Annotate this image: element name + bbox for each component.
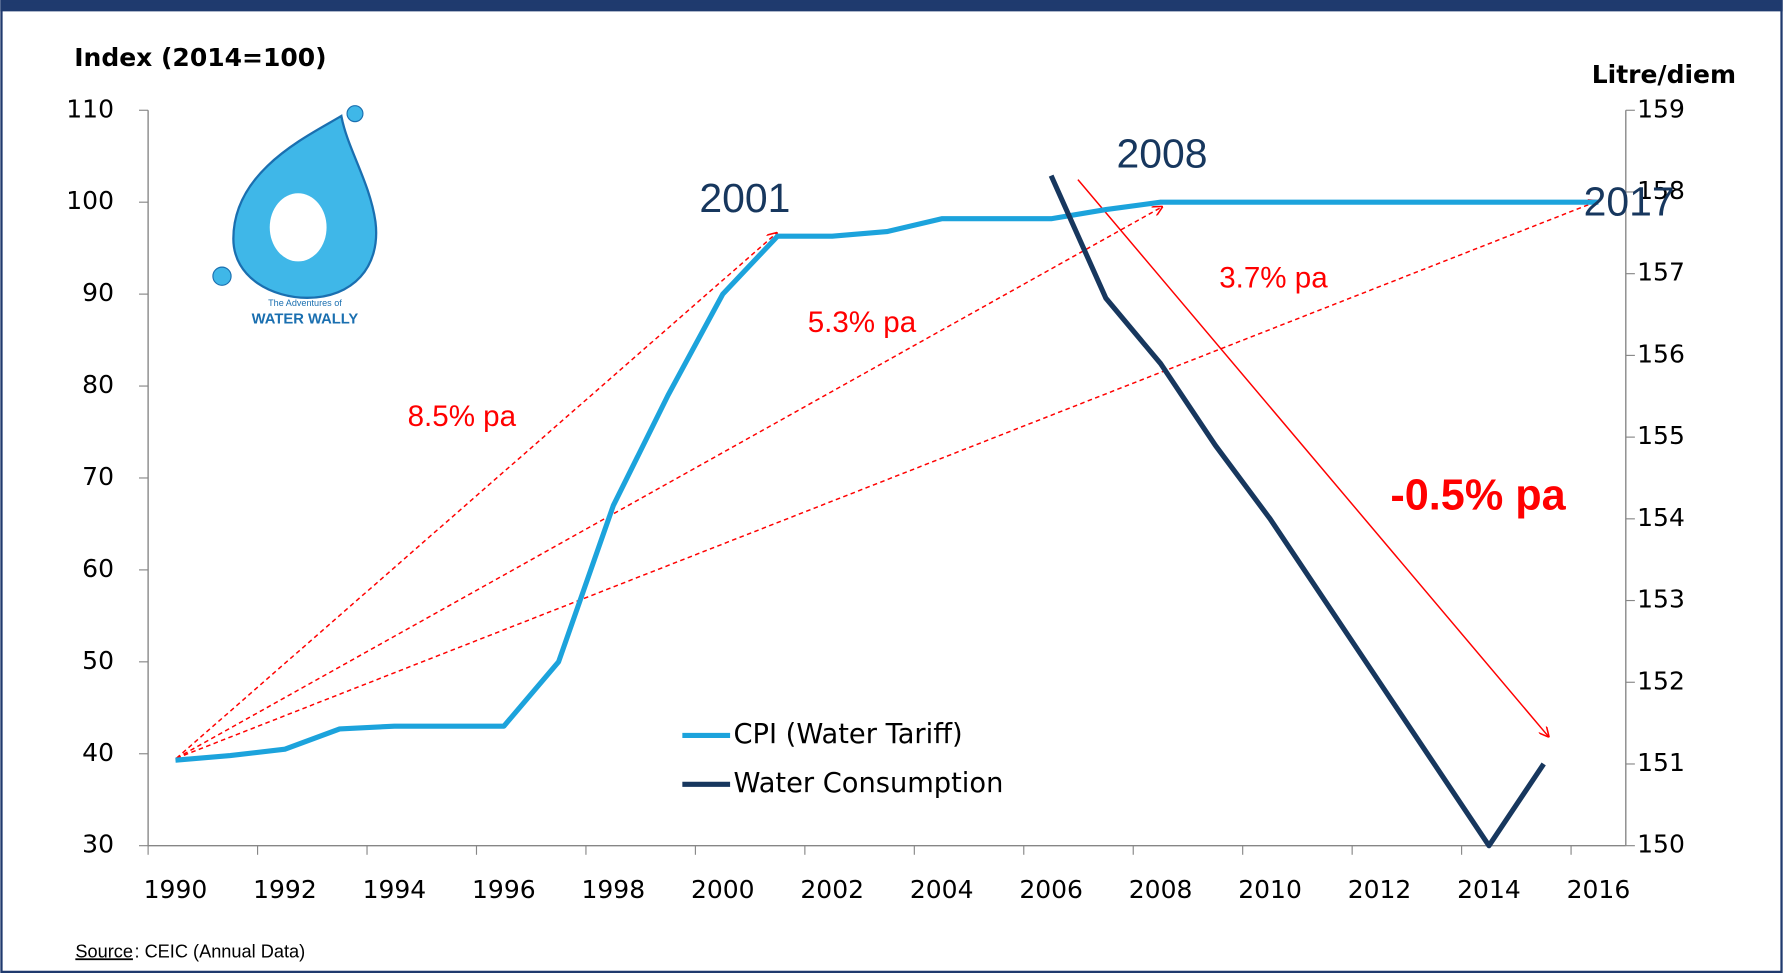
- y2-tick-label: 153: [1637, 585, 1685, 614]
- x-tick-label: 1996: [472, 875, 536, 904]
- y-tick-label: 40: [82, 738, 114, 767]
- logo-hand: [347, 106, 363, 122]
- y-tick-label: 80: [82, 370, 114, 399]
- x-tick-label: 2002: [800, 875, 864, 904]
- logo-subtitle: The Adventures of: [268, 298, 342, 308]
- x-tick-label: 2000: [691, 875, 755, 904]
- y2-axis-title: Litre/diem: [1592, 60, 1736, 89]
- annotation: 2017: [1584, 178, 1675, 224]
- chart: Index (2014=100) Litre/diem The Adventur…: [0, 0, 1783, 973]
- x-tick-label: 1994: [363, 875, 427, 904]
- y2-tick-label: 159: [1637, 94, 1685, 123]
- y2-tick-label: 156: [1637, 339, 1685, 368]
- trend-arrow: [177, 201, 1598, 758]
- y-tick-label: 60: [82, 554, 114, 583]
- y-tick-label: 30: [82, 830, 114, 859]
- y-tick-label: 100: [66, 186, 114, 215]
- x-tick-label: 1990: [144, 875, 208, 904]
- y-tick-label: 70: [82, 462, 114, 491]
- page: {"chart_data": { "type": "line", "y_labe…: [0, 0, 1783, 973]
- logo-face: [270, 193, 327, 261]
- annotation: 2008: [1117, 131, 1208, 177]
- x-tick-label: 2006: [1019, 875, 1083, 904]
- logo-name: WATER WALLY: [252, 311, 359, 327]
- annotation: 8.5% pa: [408, 400, 517, 433]
- y2-tick-label: 155: [1637, 421, 1685, 450]
- series-line: [175, 202, 1598, 760]
- annotation: 2001: [699, 175, 790, 221]
- y-tick-label: 90: [82, 278, 114, 307]
- source-text: : CEIC (Annual Data): [134, 941, 305, 961]
- y2-tick-label: 157: [1637, 258, 1685, 287]
- x-tick-label: 2012: [1348, 875, 1412, 904]
- x-tick-label: 2014: [1457, 875, 1521, 904]
- source-label: Source: [75, 941, 133, 961]
- x-tick-label: 1992: [253, 875, 317, 904]
- y-axis-title: Index (2014=100): [74, 43, 326, 72]
- logo: The Adventures of WATER WALLY: [213, 106, 376, 328]
- y2-tick-label: 151: [1637, 748, 1685, 777]
- y-tick-label: 50: [82, 646, 114, 675]
- annotation: -0.5% pa: [1390, 471, 1566, 519]
- y2-tick-label: 150: [1637, 830, 1685, 859]
- x-tick-label: 1998: [581, 875, 645, 904]
- annotation: 5.3% pa: [808, 306, 917, 339]
- x-tick-label: 2016: [1567, 875, 1631, 904]
- x-tick-label: 2004: [910, 875, 974, 904]
- annotation: 3.7% pa: [1219, 261, 1328, 294]
- y2-tick-label: 154: [1637, 503, 1685, 532]
- legend-label: Water Consumption: [734, 768, 1004, 799]
- x-tick-label: 2010: [1238, 875, 1302, 904]
- x-tick-label: 2008: [1129, 875, 1193, 904]
- y2-tick-label: 152: [1637, 666, 1685, 695]
- logo-hand: [213, 267, 231, 285]
- y-tick-label: 110: [66, 94, 114, 123]
- legend-label: CPI (Water Tariff): [734, 719, 963, 750]
